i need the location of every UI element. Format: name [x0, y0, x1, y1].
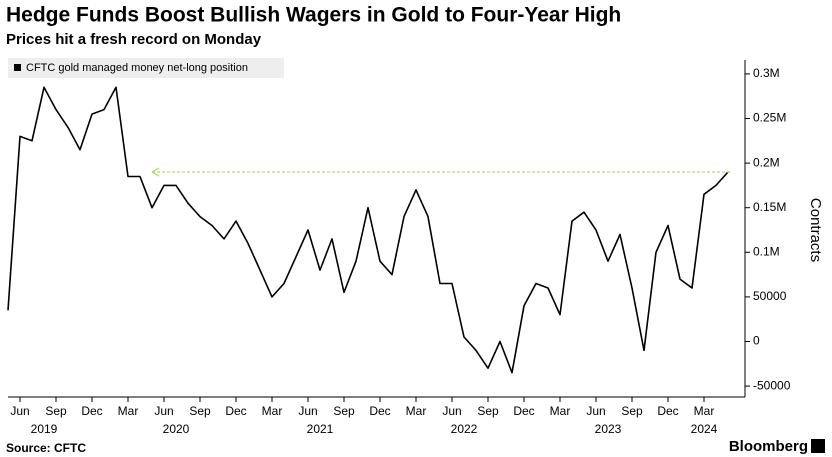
source: Source: CFTC: [6, 441, 86, 455]
x-tick-label: Jun: [154, 404, 173, 418]
legend-label: CFTC gold managed money net-long positio…: [26, 62, 248, 74]
brand-icon: [811, 439, 825, 453]
x-tick-label: Dec: [369, 404, 390, 418]
x-tick-label: Mar: [694, 404, 715, 418]
x-tick-label: Dec: [225, 404, 246, 418]
x-year-label: 2023: [595, 422, 622, 436]
series-line: [7, 86, 729, 374]
y-tick-label: 0.2M: [753, 155, 780, 169]
x-year-label: 2019: [31, 422, 58, 436]
y-tick-label: 50000: [753, 289, 787, 303]
x-tick-label: Dec: [81, 404, 102, 418]
x-year-label: 2021: [307, 422, 334, 436]
y-tick-label: 0: [753, 334, 760, 348]
x-tick-label: Dec: [657, 404, 678, 418]
legend-box: [8, 58, 284, 78]
y-tick-label: -50000: [753, 378, 791, 392]
x-tick-label: Dec: [513, 404, 534, 418]
brand: Bloomberg: [729, 438, 808, 455]
y-tick-label: 0.15M: [753, 200, 786, 214]
x-year-label: 2020: [163, 422, 190, 436]
x-tick-label: Sep: [477, 404, 499, 418]
y-tick-label: 0.3M: [753, 66, 780, 80]
x-tick-label: Jun: [586, 404, 605, 418]
x-tick-label: Jun: [10, 404, 29, 418]
x-tick-label: Sep: [45, 404, 67, 418]
x-tick-label: Mar: [118, 404, 139, 418]
x-year-label: 2022: [451, 422, 478, 436]
x-tick-label: Jun: [442, 404, 461, 418]
x-tick-label: Mar: [550, 404, 571, 418]
x-tick-label: Sep: [333, 404, 355, 418]
x-year-label: 2024: [691, 422, 718, 436]
x-tick-label: Mar: [262, 404, 283, 418]
y-axis-label: Contracts: [807, 198, 824, 262]
x-tick-label: Jun: [298, 404, 317, 418]
record-arrow-head: [151, 167, 160, 177]
legend-swatch: [14, 64, 21, 71]
chart-subtitle: Prices hit a fresh record on Monday: [6, 31, 262, 48]
x-tick-label: Mar: [406, 404, 427, 418]
x-tick-label: Sep: [189, 404, 211, 418]
y-tick-label: 0.1M: [753, 244, 780, 258]
chart-title: Hedge Funds Boost Bullish Wagers in Gold…: [6, 4, 621, 27]
y-tick-label: 0.25M: [753, 111, 786, 125]
x-tick-label: Sep: [621, 404, 643, 418]
